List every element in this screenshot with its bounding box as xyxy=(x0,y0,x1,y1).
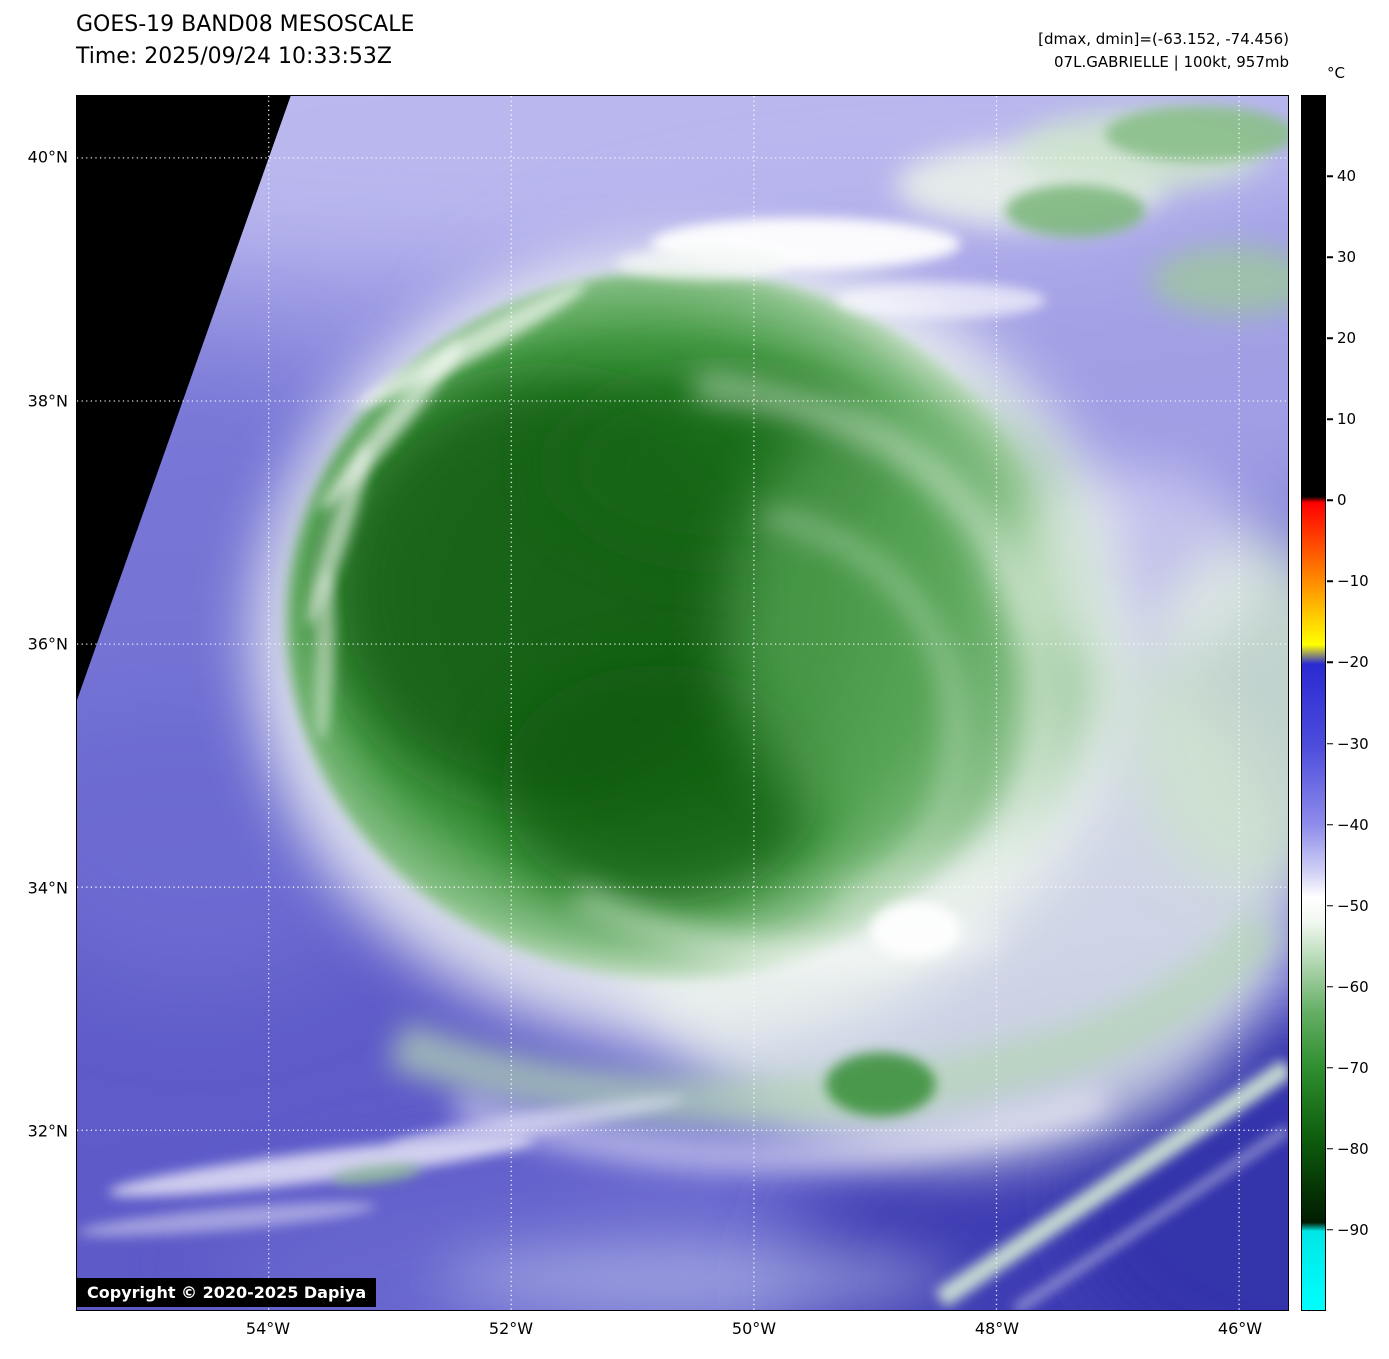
colorbar-tick-mark xyxy=(1327,1148,1333,1150)
colorbar-gradient xyxy=(1302,96,1325,1310)
colorbar-tick-label: −80 xyxy=(1337,1139,1369,1158)
colorbar-tick-mark xyxy=(1327,1229,1333,1231)
colorbar-tick-mark xyxy=(1327,904,1333,907)
colorbar-tick-label: 40 xyxy=(1337,167,1357,186)
lat-label: 32°N xyxy=(27,1121,68,1141)
colorbar-tick-mark xyxy=(1327,1067,1333,1069)
colorbar-tick-label: −90 xyxy=(1337,1220,1369,1239)
satellite-map-panel: Copyright © 2020-2025 Dapiya xyxy=(76,95,1289,1311)
colorbar-tick-mark xyxy=(1327,175,1333,177)
colorbar-unit-label: °C xyxy=(1327,64,1345,82)
colorbar-tick-label: 30 xyxy=(1337,248,1357,267)
colorbar-tick-mark xyxy=(1327,499,1333,502)
colorbar-tick-mark xyxy=(1327,742,1333,745)
lat-label: 38°N xyxy=(27,391,68,410)
satellite-image xyxy=(77,96,1288,1310)
colorbar-tick-label: −60 xyxy=(1337,977,1369,996)
colorbar-tick-label: −20 xyxy=(1337,653,1369,672)
colorbar xyxy=(1301,95,1326,1311)
colorbar-tick-label: 20 xyxy=(1337,329,1357,348)
colorbar-tick-mark xyxy=(1327,337,1333,339)
colorbar-tick-mark xyxy=(1327,418,1333,421)
colorbar-tick-label: −50 xyxy=(1337,896,1369,915)
colorbar-tick-label: −40 xyxy=(1337,815,1369,834)
colorbar-tick-mark xyxy=(1327,580,1333,583)
lon-label: 46°W xyxy=(1217,1319,1263,1338)
lon-label: 52°W xyxy=(488,1319,534,1338)
lon-label: 48°W xyxy=(974,1319,1020,1338)
colorbar-tick-label: −10 xyxy=(1337,572,1369,591)
colorbar-tick-label: −30 xyxy=(1337,734,1369,753)
grid-lines xyxy=(77,96,1288,1310)
lat-label: 36°N xyxy=(27,634,68,654)
lon-label: 54°W xyxy=(245,1319,291,1338)
colorbar-tick-mark xyxy=(1327,661,1333,664)
colorbar-tick-label: 0 xyxy=(1337,491,1347,510)
lon-label: 50°W xyxy=(731,1319,777,1338)
page-title: GOES-19 BAND08 MESOSCALE xyxy=(76,12,415,37)
copyright-badge: Copyright © 2020-2025 Dapiya xyxy=(77,1278,377,1307)
colorbar-tick-label: 10 xyxy=(1337,410,1357,429)
lat-label: 40°N xyxy=(27,147,68,167)
colorbar-tick-mark xyxy=(1327,823,1333,826)
colorbar-tick-label: −70 xyxy=(1337,1058,1369,1077)
colorbar-tick-mark xyxy=(1327,256,1333,258)
storm-info-label: 07L.GABRIELLE | 100kt, 957mb xyxy=(1054,53,1289,71)
dmax-dmin-label: [dmax, dmin]=(-63.152, -74.456) xyxy=(1038,30,1289,48)
timestamp-label: Time: 2025/09/24 10:33:53Z xyxy=(76,44,392,69)
lat-label: 34°N xyxy=(27,878,68,897)
colorbar-tick-mark xyxy=(1327,985,1333,988)
